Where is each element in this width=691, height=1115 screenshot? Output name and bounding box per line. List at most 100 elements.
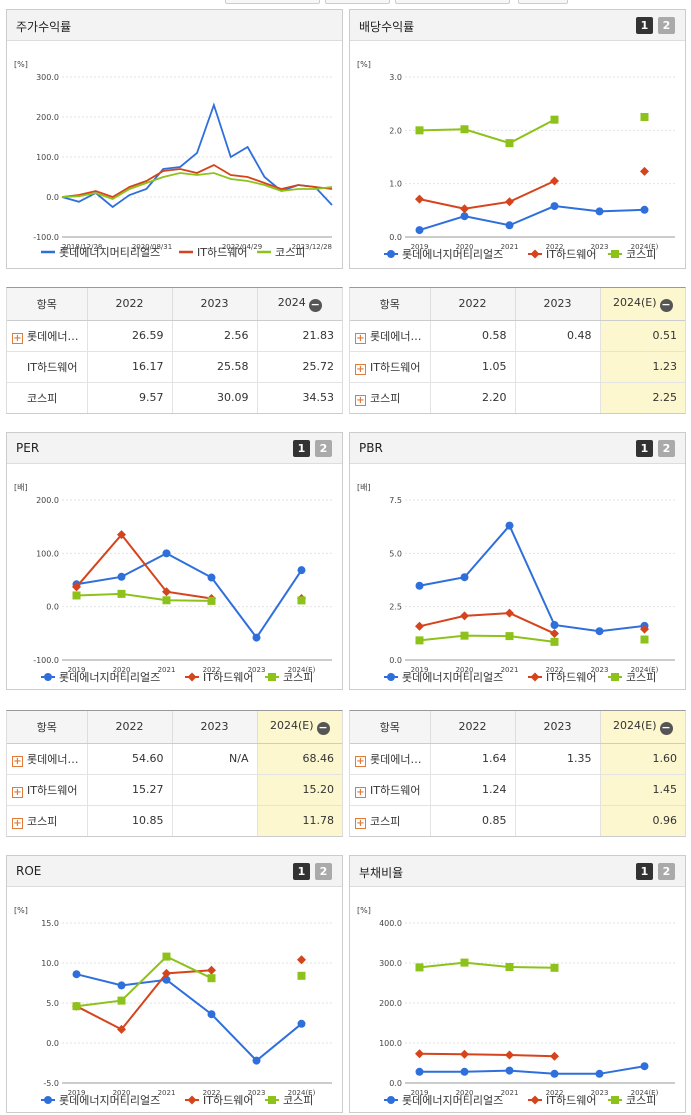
col-header: 2024(E) − — [599, 288, 685, 321]
page-2-button[interactable]: 2 — [315, 440, 332, 457]
expand-icon[interactable]: + — [355, 755, 366, 767]
table-cell — [171, 805, 257, 836]
debt-ratio-panel: 부채비율 1 2 [%] 400.0 300.0 200.0 100.0 0.0 2019 2… — [349, 855, 686, 1113]
row-label[interactable]: + IT하드웨어 — [7, 774, 87, 806]
expand-icon[interactable]: + — [355, 363, 366, 375]
col-header: 2023 — [171, 711, 257, 744]
data-point — [207, 965, 216, 975]
panel-header: PBR 1 2 — [350, 433, 685, 464]
row-label[interactable]: + 롯데에너… — [7, 743, 87, 775]
row-label-text: 코스피 — [370, 814, 401, 828]
data-point — [505, 608, 514, 618]
table-cell: 1.24 — [429, 774, 515, 806]
expand-icon[interactable]: + — [355, 786, 366, 798]
collapse-icon[interactable]: − — [659, 297, 673, 312]
page-2-button[interactable]: 2 — [658, 440, 675, 457]
data-point — [530, 249, 540, 259]
y-tick-label: -100.0 — [33, 233, 59, 242]
x-tick-label: 2021 — [501, 1089, 519, 1097]
x-tick-label: 2024(E) — [288, 666, 316, 674]
legend-label: IT하드웨어 — [546, 247, 596, 261]
y-tick-label: 10.0 — [41, 959, 59, 968]
y-tick-label: 100.0 — [379, 1039, 402, 1048]
expand-icon[interactable]: + — [12, 786, 23, 798]
page-1-button[interactable]: 1 — [636, 17, 653, 34]
expand-icon[interactable]: + — [12, 817, 23, 829]
x-tick-label: 2023 — [248, 666, 266, 674]
data-point — [117, 530, 126, 540]
data-point — [207, 1010, 216, 1019]
row-label[interactable]: + 코스피 — [7, 805, 87, 836]
x-tick-label: 2024(E) — [288, 1089, 316, 1097]
table-cell: 34.53 — [256, 382, 342, 413]
collapse-icon[interactable]: − — [316, 720, 330, 735]
data-point — [117, 981, 126, 990]
series-line — [76, 973, 303, 1062]
row-label[interactable]: + 코스피 — [350, 382, 430, 413]
page-1-button[interactable]: 1 — [636, 863, 653, 880]
y-tick-label: 200.0 — [379, 999, 402, 1008]
data-point — [252, 633, 261, 642]
x-tick-label: 2019 — [68, 666, 86, 674]
expand-icon[interactable]: + — [355, 332, 366, 344]
data-point — [297, 566, 306, 575]
top-toolbar-remnant — [0, 0, 691, 6]
row-label-text: 롯데에너… — [370, 752, 422, 766]
expand-icon[interactable]: + — [12, 755, 23, 767]
row-label[interactable]: + 롯데에너… — [350, 743, 430, 775]
data-point — [460, 611, 469, 621]
y-tick-label: 300.0 — [36, 73, 59, 82]
expand-icon[interactable]: + — [12, 332, 23, 344]
page-1-button[interactable]: 1 — [293, 863, 310, 880]
data-point — [640, 205, 649, 214]
row-label[interactable]: + 코스피 — [350, 805, 430, 836]
collapse-icon[interactable]: − — [659, 720, 673, 735]
legend-label: IT하드웨어 — [203, 670, 253, 684]
table-row: + IT하드웨어 1.24 1.45 — [350, 774, 685, 806]
row-label-text: IT하드웨어 — [27, 783, 78, 797]
page-2-button[interactable]: 2 — [658, 17, 675, 34]
panel-header: PER 1 2 — [7, 433, 342, 464]
toolbar-button[interactable] — [325, 0, 390, 4]
data-point — [207, 573, 216, 582]
page-2-button[interactable]: 2 — [658, 863, 675, 880]
legend-label: 롯데에너지머티리얼즈 — [59, 245, 160, 259]
expand-icon[interactable]: + — [355, 394, 366, 406]
page-2-button[interactable]: 2 — [315, 863, 332, 880]
series-line — [419, 634, 555, 643]
page-1-button[interactable]: 1 — [636, 440, 653, 457]
y-tick-label: 0.0 — [389, 233, 402, 242]
legend-label: IT하드웨어 — [546, 1093, 596, 1107]
x-tick-label: 2023/12/28 — [292, 243, 332, 251]
series-line — [76, 969, 212, 1031]
data-point — [640, 635, 649, 644]
x-tick-label: 2019 — [68, 1089, 86, 1097]
row-label-text: 롯데에너… — [370, 329, 422, 343]
y-tick-label: 7.5 — [389, 496, 402, 505]
y-tick-label: 0.0 — [46, 193, 59, 202]
toolbar-button[interactable] — [225, 0, 320, 4]
series-line — [76, 552, 303, 640]
data-point — [460, 125, 469, 134]
row-label[interactable]: + 롯데에너… — [7, 320, 87, 352]
collapse-icon[interactable]: − — [308, 297, 322, 312]
page-1-button[interactable]: 1 — [293, 440, 310, 457]
x-tick-label: 2024(E) — [631, 666, 659, 674]
y-axis-unit: [배] — [14, 483, 28, 492]
x-tick-label: 2020 — [456, 1089, 474, 1097]
col-header-label: 2024(E) — [269, 718, 314, 732]
data-point — [460, 212, 469, 221]
data-point — [117, 589, 126, 598]
data-point — [162, 549, 171, 558]
row-label[interactable]: + 롯데에너… — [350, 320, 430, 352]
toolbar-button[interactable] — [395, 0, 510, 4]
data-point — [415, 126, 424, 135]
expand-icon[interactable]: + — [355, 817, 366, 829]
row-label[interactable]: + IT하드웨어 — [350, 351, 430, 383]
toolbar-button[interactable] — [518, 0, 568, 4]
row-label[interactable]: + IT하드웨어 — [350, 774, 430, 806]
col-header: 2022 — [86, 288, 172, 321]
table-cell: 2.56 — [171, 320, 257, 352]
data-point — [460, 204, 469, 214]
